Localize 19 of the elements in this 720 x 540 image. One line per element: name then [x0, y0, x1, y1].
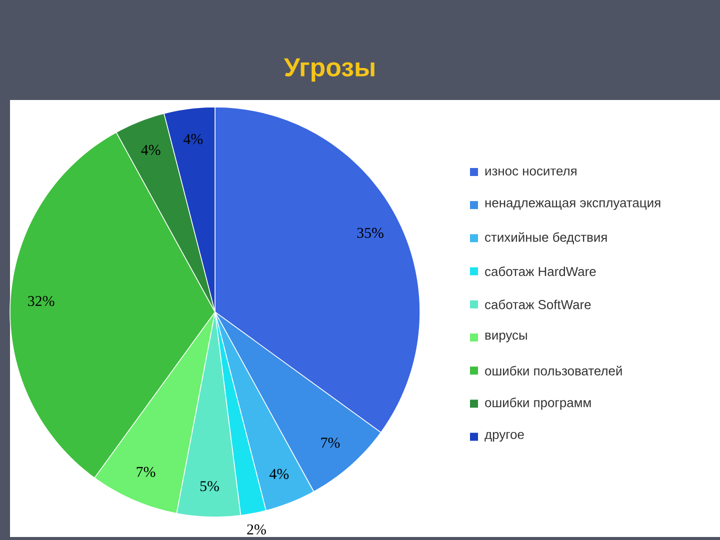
data-label: 7%: [321, 438, 340, 448]
data-label: 35%: [357, 228, 384, 238]
legend-label: другое: [484, 432, 524, 442]
data-label: 4%: [184, 134, 203, 144]
data-label: 4%: [141, 144, 160, 156]
data-label: 5%: [200, 481, 219, 492]
data-label: 32%: [28, 296, 54, 306]
legend-label: вирусы: [485, 332, 527, 342]
data-label: 2%: [247, 524, 266, 535]
legend-label: ненадлежащая эксплуатация: [485, 200, 660, 210]
data-label: 4%: [269, 468, 289, 480]
legend-label: саботаж HardWare: [485, 266, 596, 276]
legend-label: износ носителя: [485, 168, 576, 176]
legend-label: ошибки пользователей: [485, 366, 622, 376]
legend-label: саботаж SoftWare: [485, 300, 591, 310]
legend-label: стихийные бедствия: [485, 232, 607, 244]
legend-label: ошибки программ: [485, 398, 591, 410]
data-label: 7%: [136, 466, 156, 477]
chart-title: Угрозы: [284, 58, 374, 82]
